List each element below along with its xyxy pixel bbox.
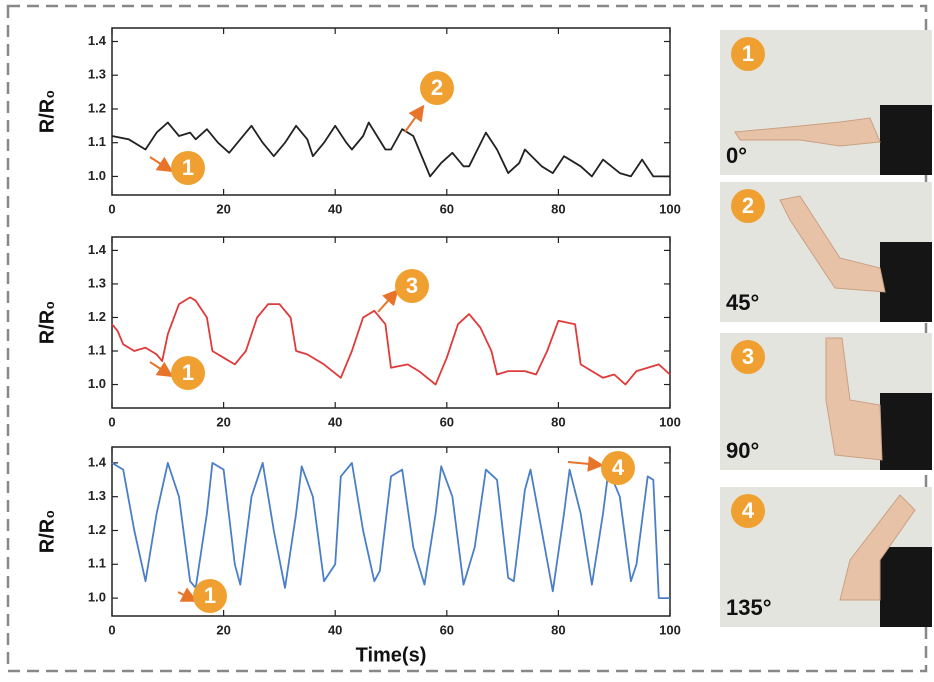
annotation-label: 1 [182,360,194,385]
annotation-badge [395,269,429,303]
y-tick-label: 1.1 [88,134,106,149]
annotation-arrow [567,455,604,472]
data-line [111,121,670,178]
y-tick-label: 1.2 [88,100,106,115]
y-tick-label: 1.0 [88,590,106,605]
annotation-label: 1 [182,155,194,180]
photo-badge [731,340,765,374]
plot-frame [111,27,671,196]
y-tick-label: 1.3 [88,488,106,503]
annotation-arrow [404,104,425,133]
photo-number: 3 [742,344,754,369]
annotation-arrow [149,361,174,378]
photo-number: 1 [742,41,754,66]
y-tick-label: 1.4 [88,454,107,469]
x-tick-label: 40 [328,622,342,637]
photo-shirt [880,105,932,175]
dashed-border [6,4,928,673]
x-tick-label: 20 [216,622,230,637]
photo-shirt [880,547,932,627]
photo-badge [731,37,765,71]
annotation-arrow [377,289,399,313]
y-tick-label: 1.2 [88,522,106,537]
x-tick-label: 100 [659,201,681,216]
x-tick-label: 60 [440,201,454,216]
photo-arm [825,337,883,461]
annotation-label: 4 [612,455,625,480]
x-tick-label: 80 [551,201,565,216]
photo-arm [734,117,881,147]
data-line [111,462,670,599]
y-tick-label: 1.0 [88,168,106,183]
y-tick-label: 1.1 [88,556,106,571]
annotation-arrow [149,156,174,173]
annotation-badge [193,579,227,613]
x-tick-label: 60 [440,414,454,429]
y-axis-label: R/R₀ [36,510,58,553]
x-tick-label: 40 [328,201,342,216]
photo-shirt [880,393,932,470]
x-tick-label: 100 [659,622,681,637]
x-tick-label: 60 [440,622,454,637]
y-tick-label: 1.2 [88,309,106,324]
photo-angle: 90° [726,438,759,463]
x-tick-label: 40 [328,414,342,429]
photo-arm [839,494,916,601]
x-tick-label: 100 [659,414,681,429]
y-tick-label: 1.4 [88,242,107,257]
data-line [111,296,671,386]
photo-angle: 135° [726,595,772,620]
y-tick-label: 1.4 [88,33,107,48]
x-tick-label: 0 [108,414,115,429]
annotation-badge [601,451,635,485]
plot-frame [111,236,671,409]
x-tick-label: 0 [108,622,115,637]
y-axis-label: R/R₀ [36,301,58,344]
y-tick-label: 1.0 [88,376,106,391]
annotation-label: 2 [431,75,443,100]
x-axis-label: Time(s) [356,644,427,666]
y-tick-label: 1.3 [88,275,106,290]
y-tick-label: 1.3 [88,67,106,82]
y-axis-label: R/R₀ [36,90,58,133]
photo-number: 4 [742,498,755,523]
photo-number: 2 [742,193,754,218]
annotation-badge [420,71,454,105]
photo-arm [779,195,886,293]
x-tick-label: 0 [108,201,115,216]
annotation-badge [171,151,205,185]
x-tick-label: 80 [551,622,565,637]
annotation-arrow [177,587,198,602]
photo-angle: 45° [726,290,759,315]
photo-angle: 0° [726,143,747,168]
x-tick-label: 80 [551,414,565,429]
annotation-label: 1 [204,583,216,608]
photo-shirt [880,242,932,322]
x-tick-label: 20 [216,414,230,429]
annotation-label: 3 [406,273,418,298]
photo-badge [731,494,765,528]
x-tick-label: 20 [216,201,230,216]
annotation-badge [171,356,205,390]
y-tick-label: 1.1 [88,342,106,357]
photo-badge [731,189,765,223]
